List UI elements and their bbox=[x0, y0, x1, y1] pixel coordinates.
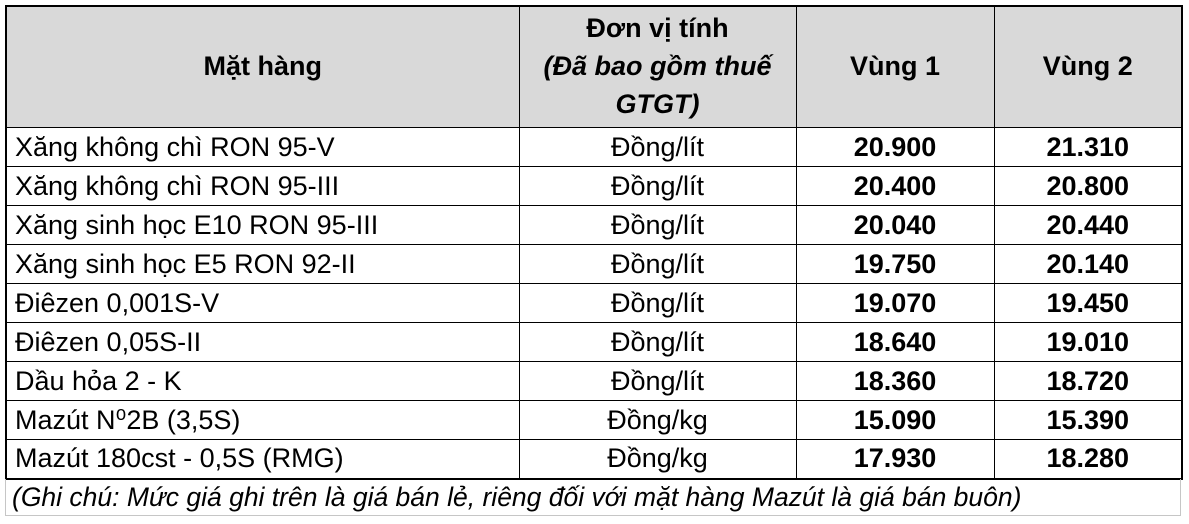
product-name: Xăng sinh học E5 RON 92-II bbox=[5, 244, 520, 284]
unit-value: Đồng/lít bbox=[518, 322, 797, 362]
product-name: Mazút 180cst - 0,5S (RMG) bbox=[5, 439, 520, 479]
product-name: Xăng sinh học E10 RON 95-III bbox=[5, 205, 520, 245]
region1-price: 15.090 bbox=[795, 400, 995, 440]
region2-price: 15.390 bbox=[993, 400, 1183, 440]
table-row: Dầu hỏa 2 - K Đồng/lít 18.360 18.720 bbox=[5, 361, 1183, 401]
table-row: Mazút 180cst - 0,5S (RMG) Đồng/kg 17.930… bbox=[5, 439, 1183, 479]
unit-value: Đồng/lít bbox=[518, 283, 797, 323]
column-header-region1: Vùng 1 bbox=[795, 5, 995, 128]
table-row: Mazút N⁰2B (3,5S) Đồng/kg 15.090 15.390 bbox=[5, 400, 1183, 440]
region1-price: 20.400 bbox=[795, 166, 995, 206]
fuel-price-table: Mặt hàng Đơn vị tính (Đã bao gồm thuế GT… bbox=[5, 5, 1183, 480]
unit-value: Đồng/lít bbox=[518, 205, 797, 245]
region1-price: 20.900 bbox=[795, 127, 995, 167]
unit-header-subtitle: (Đã bao gồm thuế GTGT) bbox=[543, 51, 772, 119]
region2-price: 20.140 bbox=[993, 244, 1183, 284]
region2-price: 19.010 bbox=[993, 322, 1183, 362]
column-header-unit: Đơn vị tính (Đã bao gồm thuế GTGT) bbox=[518, 5, 797, 128]
table-row: Điêzen 0,001S-V Đồng/lít 19.070 19.450 bbox=[5, 283, 1183, 323]
unit-value: Đồng/lít bbox=[518, 361, 797, 401]
footnote: (Ghi chú: Mức giá ghi trên là giá bán lẻ… bbox=[5, 479, 1181, 516]
region2-price: 18.280 bbox=[993, 439, 1183, 479]
product-name: Xăng không chì RON 95-III bbox=[5, 166, 520, 206]
unit-value: Đồng/kg bbox=[518, 439, 797, 479]
product-name: Điêzen 0,05S-II bbox=[5, 322, 520, 362]
product-name: Xăng không chì RON 95-V bbox=[5, 127, 520, 167]
region2-price: 19.450 bbox=[993, 283, 1183, 323]
region2-price: 21.310 bbox=[993, 127, 1183, 167]
unit-header-title: Đơn vị tính bbox=[586, 13, 729, 44]
region1-price: 19.070 bbox=[795, 283, 995, 323]
unit-value: Đồng/kg bbox=[518, 400, 797, 440]
region1-price: 18.360 bbox=[795, 361, 995, 401]
table-header-row: Mặt hàng Đơn vị tính (Đã bao gồm thuế GT… bbox=[5, 5, 1183, 128]
unit-value: Đồng/lít bbox=[518, 127, 797, 167]
table-row: Xăng không chì RON 95-III Đồng/lít 20.40… bbox=[5, 166, 1183, 206]
unit-value: Đồng/lít bbox=[518, 244, 797, 284]
unit-value: Đồng/lít bbox=[518, 166, 797, 206]
region2-price: 18.720 bbox=[993, 361, 1183, 401]
table-row: Xăng sinh học E10 RON 95-III Đồng/lít 20… bbox=[5, 205, 1183, 245]
product-name: Mazút N⁰2B (3,5S) bbox=[5, 400, 520, 440]
column-header-region2: Vùng 2 bbox=[993, 5, 1183, 128]
table-row: Xăng sinh học E5 RON 92-II Đồng/lít 19.7… bbox=[5, 244, 1183, 284]
region2-price: 20.440 bbox=[993, 205, 1183, 245]
region2-price: 20.800 bbox=[993, 166, 1183, 206]
column-header-item: Mặt hàng bbox=[5, 5, 520, 128]
region1-price: 19.750 bbox=[795, 244, 995, 284]
product-name: Dầu hỏa 2 - K bbox=[5, 361, 520, 401]
region1-price: 20.040 bbox=[795, 205, 995, 245]
table-row: Xăng không chì RON 95-V Đồng/lít 20.900 … bbox=[5, 127, 1183, 167]
region1-price: 17.930 bbox=[795, 439, 995, 479]
product-name: Điêzen 0,001S-V bbox=[5, 283, 520, 323]
table-row: Điêzen 0,05S-II Đồng/lít 18.640 19.010 bbox=[5, 322, 1183, 362]
region1-price: 18.640 bbox=[795, 322, 995, 362]
